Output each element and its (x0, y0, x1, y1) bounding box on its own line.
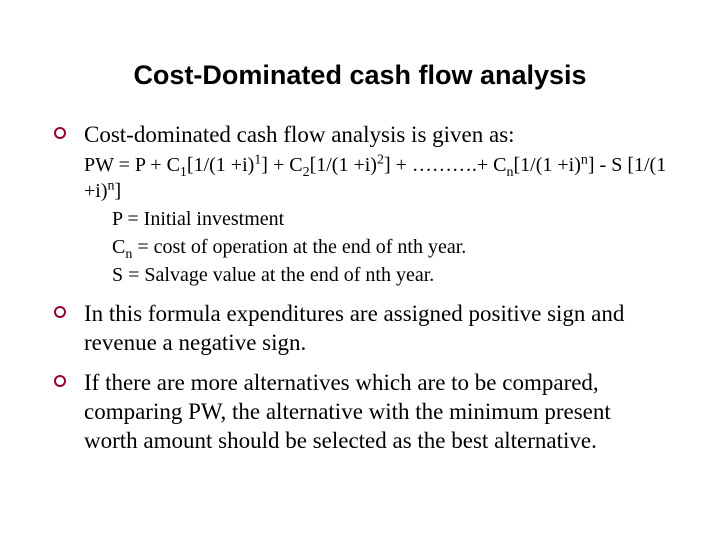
bullet-list: Cost-dominated cash flow analysis is giv… (50, 121, 670, 456)
definition-line: P = Initial investment (84, 206, 670, 232)
list-item: In this formula expenditures are assigne… (50, 300, 670, 358)
point-lead: In this formula expenditures are assigne… (84, 300, 670, 358)
list-item: If there are more alternatives which are… (50, 369, 670, 455)
bullet-icon (54, 375, 66, 387)
definition-line: S = Salvage value at the end of nth year… (84, 262, 670, 288)
point-lead: Cost-dominated cash flow analysis is giv… (84, 121, 670, 150)
formula-line: PW = P + C1[1/(1 +i)1] + C2[1/(1 +i)2] +… (84, 152, 670, 204)
point-lead: If there are more alternatives which are… (84, 369, 670, 455)
slide-title: Cost-Dominated cash flow analysis (50, 60, 670, 91)
bullet-icon (54, 306, 66, 318)
list-item: Cost-dominated cash flow analysis is giv… (50, 121, 670, 288)
bullet-icon (54, 127, 66, 139)
definition-line: Cn = cost of operation at the end of nth… (84, 234, 670, 260)
slide: Cost-Dominated cash flow analysis Cost-d… (0, 0, 720, 540)
